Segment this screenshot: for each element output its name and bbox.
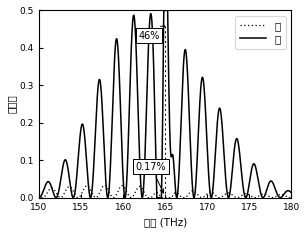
Line: 开: 开 bbox=[39, 11, 291, 198]
开 bbox=[288, 190, 291, 193]
关 bbox=[290, 196, 293, 199]
关 bbox=[98, 190, 102, 193]
开 bbox=[150, 23, 154, 26]
开 bbox=[290, 191, 293, 194]
开 bbox=[98, 80, 102, 83]
关 bbox=[150, 195, 154, 198]
开 bbox=[96, 91, 99, 94]
关 bbox=[37, 193, 41, 196]
Text: 46%: 46% bbox=[138, 26, 165, 40]
Y-axis label: 透过率: 透过率 bbox=[7, 95, 17, 113]
开 bbox=[132, 15, 136, 18]
Legend: 关, 开: 关, 开 bbox=[235, 16, 286, 49]
关 bbox=[288, 196, 291, 199]
开 bbox=[155, 196, 158, 199]
关 bbox=[97, 193, 101, 196]
关 bbox=[96, 195, 99, 198]
Text: 0.17%: 0.17% bbox=[136, 161, 166, 193]
关 bbox=[132, 193, 136, 196]
开 bbox=[97, 79, 101, 82]
Line: 关: 关 bbox=[39, 185, 291, 198]
X-axis label: 频率 (THz): 频率 (THz) bbox=[144, 217, 187, 227]
关 bbox=[129, 196, 133, 199]
关 bbox=[103, 184, 107, 187]
开 bbox=[37, 196, 41, 199]
开 bbox=[162, 9, 165, 12]
